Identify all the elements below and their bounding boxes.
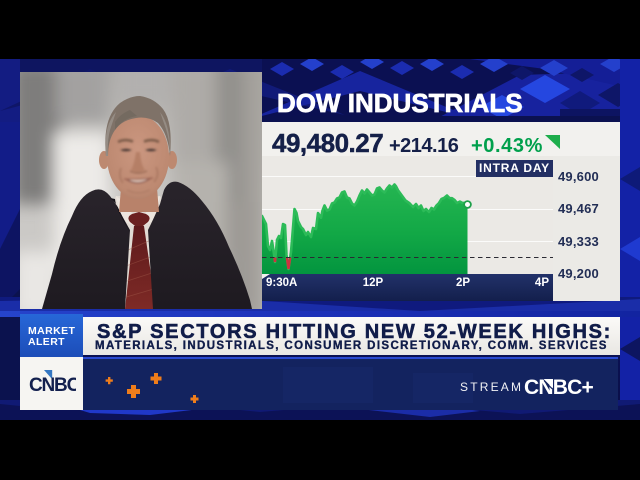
svg-text:CNBC: CNBC bbox=[29, 375, 76, 396]
svg-text:2P: 2P bbox=[456, 277, 470, 289]
svg-text:CNBC+: CNBC+ bbox=[524, 376, 593, 399]
svg-text:4P: 4P bbox=[535, 277, 549, 289]
svg-text:12P: 12P bbox=[363, 277, 384, 289]
svg-text:9:30A: 9:30A bbox=[266, 277, 297, 289]
svg-text:STREAM: STREAM bbox=[460, 380, 523, 394]
